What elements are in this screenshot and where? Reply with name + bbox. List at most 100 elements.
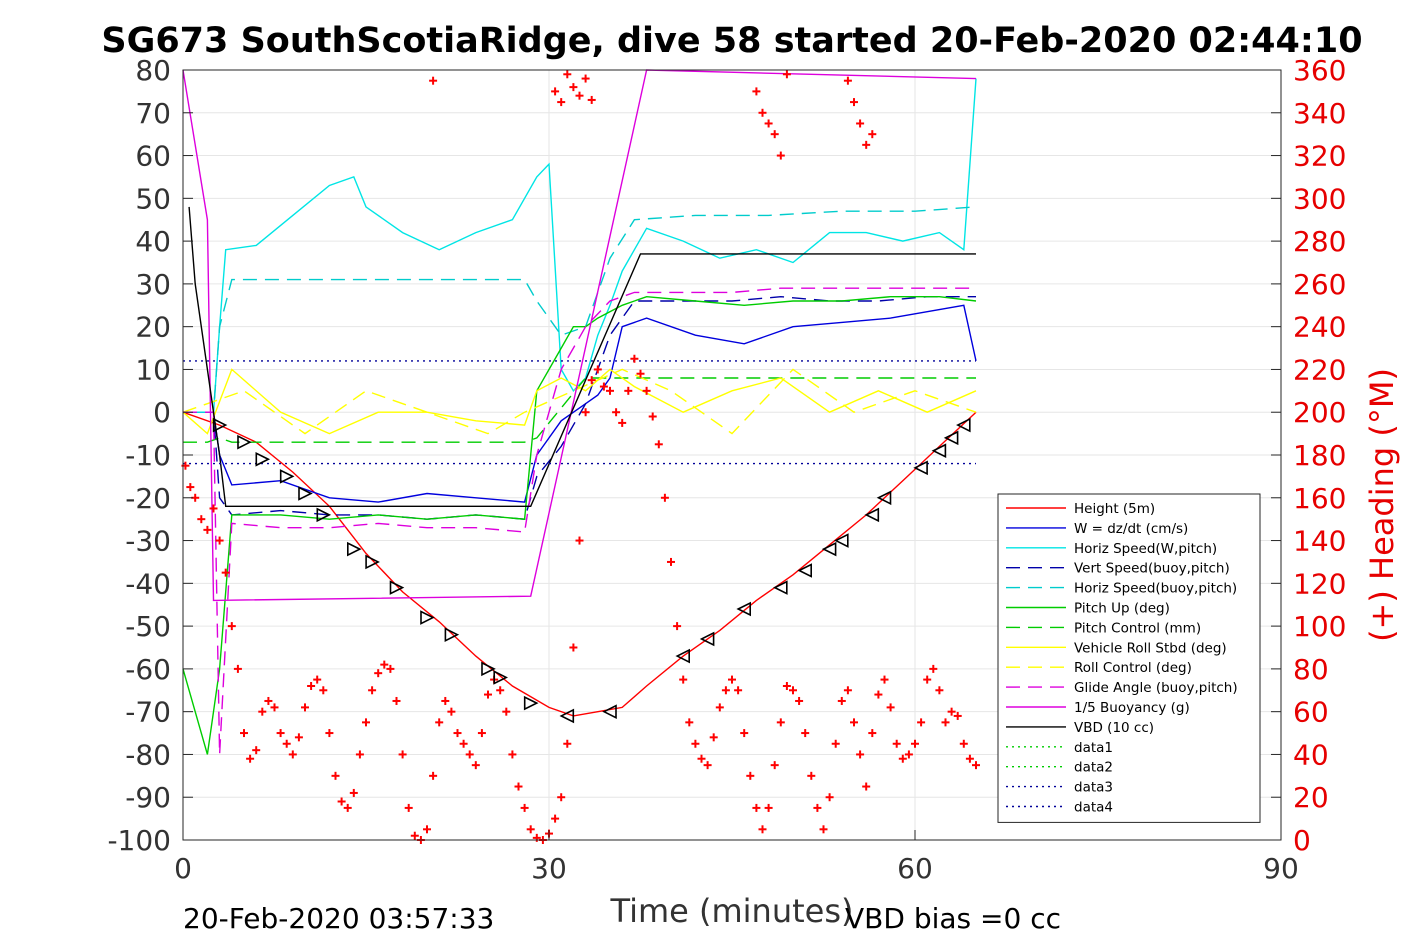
marker-triangle bbox=[943, 430, 959, 446]
heading-point bbox=[776, 718, 785, 727]
heading-point bbox=[496, 686, 505, 695]
heading-point bbox=[758, 825, 767, 834]
y2-tick-label: 100 bbox=[1293, 610, 1346, 643]
heading-point bbox=[276, 729, 285, 738]
heading-point bbox=[209, 504, 218, 513]
heading-point bbox=[898, 754, 907, 763]
x-tick-label: 30 bbox=[531, 852, 567, 885]
heading-point bbox=[186, 483, 195, 492]
legend: Height (5m) W = dz/dt (cm/s) Horiz Speed(W… bbox=[997, 493, 1261, 823]
x-tick-label: 90 bbox=[1263, 852, 1299, 885]
y-tick-label: 70 bbox=[135, 97, 171, 130]
heading-point bbox=[197, 515, 206, 524]
legend-label: Glide Angle (buoy,pitch) bbox=[1074, 680, 1238, 696]
heading-point bbox=[380, 660, 389, 669]
heading-point bbox=[374, 669, 383, 678]
series-layer bbox=[182, 69, 977, 755]
marker-triangle bbox=[797, 563, 812, 578]
series-line-7 bbox=[182, 368, 977, 435]
heading-point bbox=[447, 707, 456, 716]
heading-point bbox=[343, 803, 352, 812]
marker-triangle bbox=[821, 541, 837, 557]
legend-label: Roll Control (deg) bbox=[1074, 660, 1192, 676]
marker-triangle bbox=[699, 631, 715, 647]
y-tick-label: -100 bbox=[107, 824, 171, 857]
heading-point bbox=[923, 675, 932, 684]
heading-point bbox=[874, 690, 883, 699]
marker-triangle bbox=[834, 533, 849, 548]
heading-point bbox=[679, 675, 688, 684]
heading-point bbox=[477, 729, 486, 738]
heading-point bbox=[752, 87, 761, 96]
heading-point bbox=[453, 729, 462, 738]
heading-point bbox=[703, 761, 712, 770]
heading-point bbox=[270, 703, 279, 712]
heading-point bbox=[959, 739, 968, 748]
heading-point bbox=[636, 369, 645, 378]
heading-point bbox=[789, 686, 797, 695]
heading-point bbox=[319, 686, 328, 695]
x-axis: 0 30 60 90 bbox=[174, 830, 1299, 885]
heading-point bbox=[795, 696, 804, 705]
marker-layer bbox=[212, 417, 971, 724]
heading-point bbox=[526, 825, 535, 834]
y2-tick-label: 340 bbox=[1293, 97, 1346, 130]
series-line-9 bbox=[183, 287, 976, 755]
heading-point bbox=[227, 622, 236, 631]
heading-point bbox=[953, 711, 962, 720]
y-tick-label: 80 bbox=[135, 54, 171, 87]
heading-point bbox=[868, 130, 877, 139]
heading-point bbox=[252, 746, 261, 755]
marker-triangle bbox=[298, 486, 313, 501]
heading-point bbox=[392, 696, 401, 705]
heading-point bbox=[880, 675, 889, 684]
heading-point bbox=[203, 525, 212, 534]
marker-triangle bbox=[237, 434, 252, 450]
heading-point bbox=[868, 729, 877, 738]
series-line-10 bbox=[182, 69, 977, 602]
heading-point bbox=[551, 87, 560, 96]
y2-tick-label: 140 bbox=[1293, 525, 1346, 558]
heading-point bbox=[386, 664, 395, 673]
legend-label: Horiz Speed(buoy,pitch) bbox=[1074, 581, 1237, 597]
y2-tick-label: 80 bbox=[1293, 653, 1329, 686]
heading-point bbox=[941, 718, 950, 727]
y-tick-label: -50 bbox=[125, 610, 171, 643]
heading-point bbox=[728, 675, 736, 684]
y2-tick-label: 300 bbox=[1293, 182, 1346, 215]
heading-point bbox=[423, 825, 431, 834]
heading-point bbox=[362, 718, 370, 727]
heading-point bbox=[770, 761, 779, 770]
heading-point bbox=[715, 703, 724, 712]
y2-tick-label: 0 bbox=[1293, 824, 1311, 857]
heading-point bbox=[862, 140, 871, 149]
heading-point bbox=[770, 130, 779, 139]
marker-triangle bbox=[255, 451, 271, 467]
heading-point bbox=[514, 782, 523, 791]
marker-triangle bbox=[913, 460, 928, 476]
heading-point bbox=[691, 739, 700, 748]
chart-title: SG673 SouthScotiaRidge, dive 58 started … bbox=[101, 21, 1362, 61]
heading-point bbox=[782, 682, 791, 690]
y-tick-label: 30 bbox=[135, 268, 171, 301]
legend-label: data2 bbox=[1074, 760, 1113, 776]
heading-point bbox=[782, 70, 791, 79]
heading-point bbox=[429, 771, 438, 780]
legend-label: data3 bbox=[1074, 780, 1113, 796]
heading-point bbox=[667, 557, 675, 566]
heading-point bbox=[581, 408, 590, 417]
heading-point bbox=[398, 750, 407, 759]
heading-point bbox=[843, 686, 852, 695]
heading-point bbox=[685, 718, 694, 727]
heading-point bbox=[233, 664, 242, 673]
marker-triangle bbox=[956, 417, 971, 433]
series-line-8 bbox=[182, 368, 977, 435]
heading-point bbox=[776, 151, 785, 160]
heading-point bbox=[471, 761, 480, 770]
heading-point bbox=[520, 803, 529, 812]
y2-tick-label: 200 bbox=[1293, 396, 1346, 429]
heading-point bbox=[368, 686, 377, 695]
heading-point bbox=[764, 119, 773, 128]
marker-triangle bbox=[212, 417, 228, 433]
heading-point bbox=[587, 95, 596, 104]
